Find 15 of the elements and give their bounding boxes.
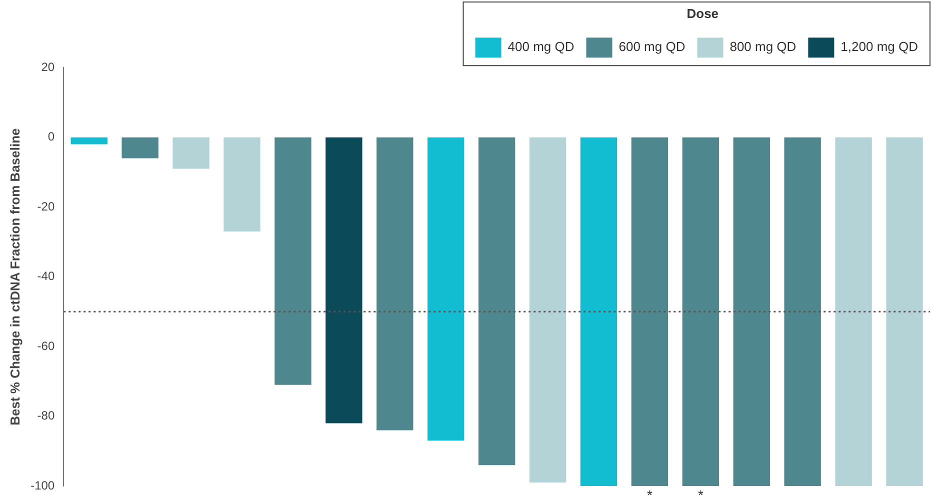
legend-label: 800 mg QD bbox=[730, 39, 796, 54]
legend-label: 600 mg QD bbox=[618, 39, 686, 54]
legend-title: Dose bbox=[686, 6, 719, 22]
y-tick-label: -80 bbox=[37, 408, 55, 423]
y-tick-label: 0 bbox=[48, 130, 55, 144]
data-label: * bbox=[698, 486, 704, 500]
y-tick-label: 20 bbox=[41, 60, 55, 74]
y-tick-label: -20 bbox=[37, 199, 55, 214]
y-tick-label: -100 bbox=[30, 478, 55, 492]
data-label: * bbox=[646, 486, 653, 500]
legend-label: 1,200 mg QD bbox=[840, 39, 918, 54]
y-tick-label: -40 bbox=[37, 269, 55, 284]
y-axis-title: Best % Change in ctDNA Fraction from Baseline bbox=[7, 128, 22, 426]
y-tick-label: -60 bbox=[37, 338, 55, 353]
legend-label: 400 mg QD bbox=[508, 39, 574, 54]
